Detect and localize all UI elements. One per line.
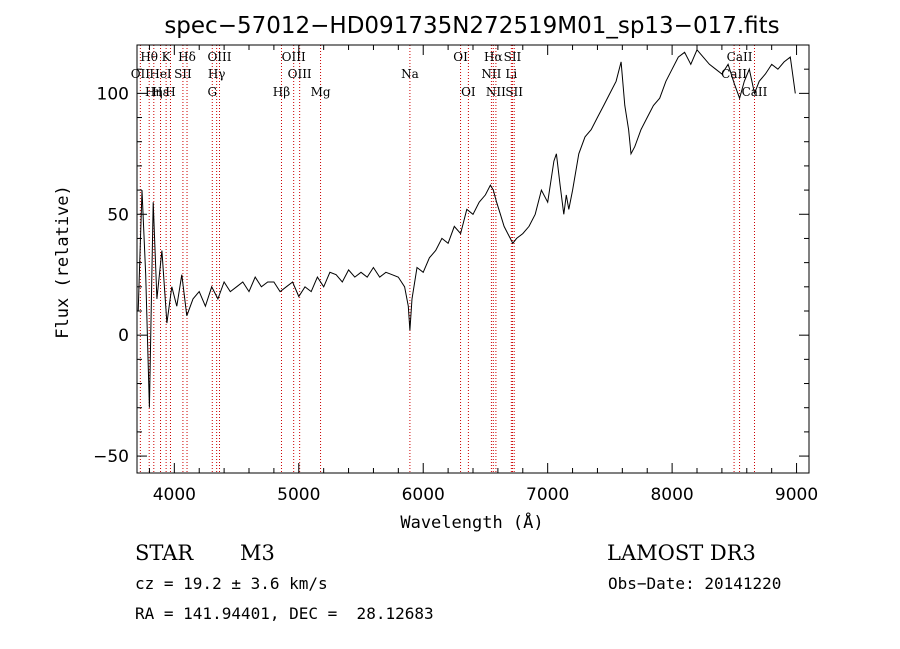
ref-line-label: NII — [481, 67, 501, 81]
ref-line-label: OIII — [282, 50, 306, 64]
ref-line-label: Hβ — [273, 85, 290, 99]
x-tick-label: 6000 — [402, 485, 445, 505]
x-tick-label: 4000 — [153, 485, 196, 505]
ref-line-label: G — [207, 85, 217, 99]
ref-line-label: CaII — [721, 67, 747, 81]
y-tick-label: 0 — [118, 326, 129, 346]
ref-line-label: Hθ — [140, 50, 158, 64]
redshift-velocity: cz = 19.2 ± 3.6 km/s — [135, 574, 328, 593]
ref-line-label: H — [165, 85, 175, 99]
ref-line-label: SII — [505, 85, 523, 99]
x-axis-label: Wavelength (Å) — [400, 511, 543, 533]
ref-line-label: Na — [401, 67, 419, 81]
object-subclass: M3 — [240, 541, 275, 565]
ref-line-label: Mg — [311, 85, 331, 99]
object-class: STAR — [135, 541, 194, 565]
ref-line-label: NII — [486, 85, 506, 99]
y-tick-label: −50 — [93, 447, 129, 467]
ref-line-label: K — [162, 50, 172, 64]
ref-line-label: Hε — [152, 85, 169, 99]
ref-line-label: SII — [504, 50, 522, 64]
y-axis-ticks: −50 0 50 100 — [93, 68, 809, 467]
x-tick-label: 5000 — [277, 485, 320, 505]
coordinates: RA = 141.94401, DEC = 28.12683 — [135, 604, 434, 623]
survey-name: LAMOST DR3 — [607, 541, 756, 565]
ref-line-label: OIII — [288, 67, 312, 81]
ref-line-label: Li — [505, 67, 517, 81]
plot-frame — [136, 44, 810, 474]
ref-line-label: OIII — [207, 50, 231, 64]
ref-line-label: SII — [174, 67, 192, 81]
ref-line-label: Hδ — [178, 50, 196, 64]
ref-line-label: OI — [453, 50, 468, 64]
observation-date: Obs−Date: 20141220 — [608, 574, 782, 593]
ref-line-label: OI — [461, 85, 476, 99]
ref-line-label: HeI — [149, 67, 172, 81]
x-tick-label: 8000 — [650, 485, 693, 505]
x-tick-label: 9000 — [775, 485, 818, 505]
y-tick-label: 50 — [107, 205, 129, 225]
ref-line-label: OII — [131, 67, 151, 81]
x-tick-label: 7000 — [526, 485, 569, 505]
ref-line-label: Hα — [484, 50, 503, 64]
y-tick-label: 100 — [97, 84, 129, 104]
x-axis-ticks: 4000 5000 6000 7000 8000 9000 — [148, 45, 818, 505]
reference-lines — [139, 45, 755, 473]
spectrum-series — [137, 48, 796, 408]
chart-title: spec−57012−HD091735N272519M01_sp13−017.f… — [164, 13, 779, 39]
ref-line-label: Hη — [145, 85, 163, 99]
y-axis-label: Flux (relative) — [53, 185, 73, 339]
ref-line-label: Hγ — [208, 67, 226, 81]
ref-line-label: CaII — [727, 50, 753, 64]
